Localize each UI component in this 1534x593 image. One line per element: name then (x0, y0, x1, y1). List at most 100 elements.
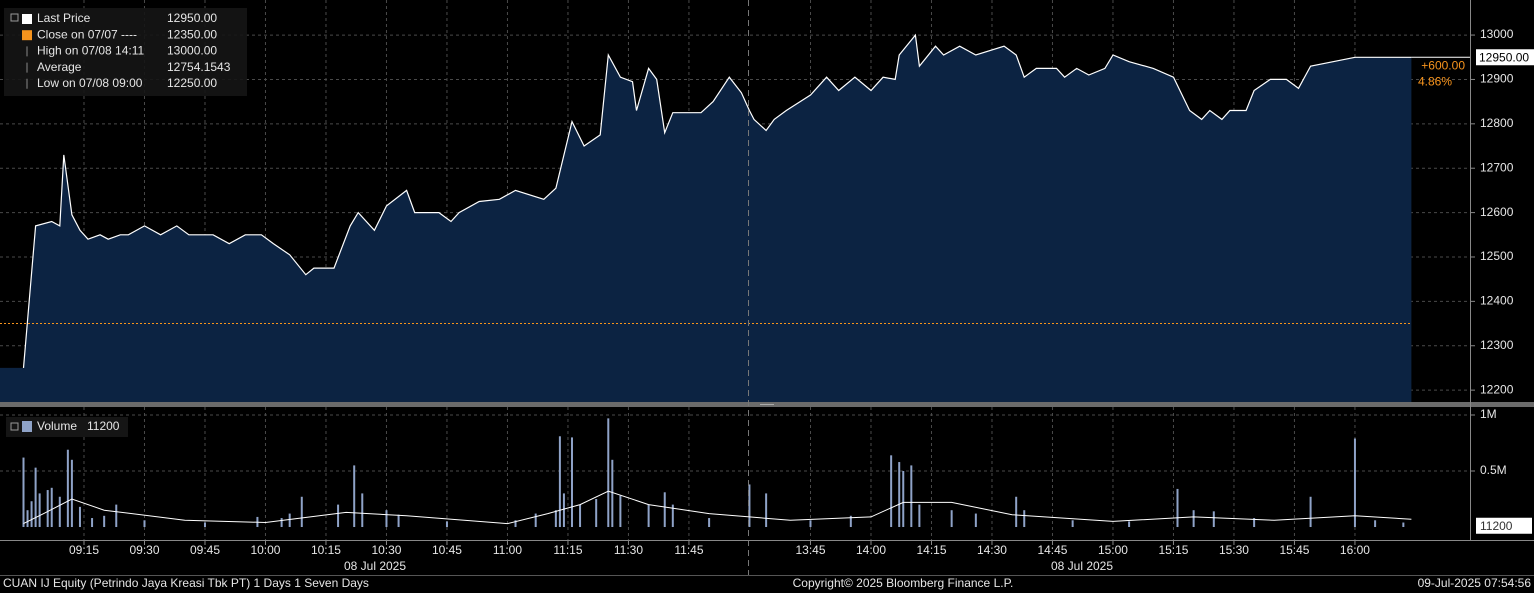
x-tick-label: 09:15 (69, 543, 99, 557)
volume-bar (1402, 522, 1405, 528)
volume-bar (70, 459, 73, 528)
legend-swatch (22, 14, 32, 24)
volume-bar (974, 513, 977, 528)
volume-bar (203, 522, 206, 528)
y-tick-label: 13000 (1480, 27, 1514, 41)
legend-value: 13000.00 (167, 44, 217, 58)
legend-label: High on 07/08 14:11 (37, 44, 145, 58)
x-tick-label: 11:45 (674, 543, 703, 557)
volume-bar (554, 510, 557, 528)
volume-bar (22, 457, 25, 528)
y-tick-label: 12600 (1480, 205, 1514, 219)
volume-bar (1374, 520, 1377, 528)
volume-bar (1192, 510, 1195, 528)
legend-value: 12350.00 (167, 27, 217, 41)
volume-bar (898, 462, 901, 528)
footer-security: CUAN IJ Equity (Petrindo Jaya Kreasi Tbk… (3, 576, 369, 590)
volume-bar (663, 492, 666, 528)
legend-swatch (22, 30, 32, 41)
y-tick-label: 12300 (1480, 338, 1514, 352)
volume-bar (38, 493, 41, 528)
y-tick-label: 0.5M (1480, 463, 1507, 477)
x-tick-label: 09:30 (129, 543, 159, 557)
volume-bar (579, 504, 582, 528)
legend-label: Average (37, 60, 82, 74)
x-tick-label: 14:30 (977, 543, 1007, 557)
volume-average-line (23, 490, 1412, 525)
volume-bar (570, 437, 573, 528)
volume-bar (1176, 488, 1179, 528)
y-tick-label: 12800 (1480, 116, 1514, 130)
volume-bar (748, 484, 751, 528)
volume-bar (143, 520, 146, 528)
volume-bar (385, 510, 388, 528)
volume-bar (849, 515, 852, 528)
x-tick-label: 11:00 (493, 543, 522, 557)
x-tick-label: 10:30 (371, 543, 401, 557)
volume-bar (115, 504, 118, 528)
last-price-tag (1476, 49, 1534, 66)
plot-layer: 12950.00 +600.00 4.86% 11200 (0, 33, 1534, 534)
x-tick-label: 10:00 (250, 543, 280, 557)
volume-bar (397, 514, 400, 528)
volume-legend-box (6, 417, 128, 437)
y-tick-label: 1M (1480, 407, 1497, 421)
x-tick-label: 10:15 (311, 543, 341, 557)
volume-bar (902, 471, 905, 528)
volume-bar (26, 510, 29, 528)
x-tick-label: 11:30 (614, 543, 643, 557)
legend-collapse (10, 13, 19, 22)
footer-timestamp: 09-Jul-2025 07:54:56 (1418, 576, 1532, 590)
volume-bar (280, 518, 283, 528)
x-tick-label: 09:45 (190, 543, 220, 557)
y-tick-label: 12200 (1480, 382, 1514, 396)
volume-bar (809, 520, 812, 528)
volume-bar (1015, 496, 1018, 528)
volume-bar (708, 518, 711, 528)
volume-bar (534, 513, 537, 528)
volume-bar (890, 455, 893, 528)
volume-bar (103, 515, 106, 528)
x-tick-label: 14:00 (856, 543, 886, 557)
volume-bar (595, 499, 598, 528)
date-label: 08 Jul 2025 (344, 559, 406, 573)
volume-bar (611, 459, 614, 528)
last-price-tag-label: 12950.00 (1479, 50, 1529, 64)
legend-label: Last Price (37, 11, 91, 25)
volume-bar (647, 504, 650, 528)
legend-label: Volume (37, 419, 77, 433)
volume-bar (918, 504, 921, 528)
y-tick-label: 12400 (1480, 294, 1514, 308)
volume-bar (445, 521, 448, 528)
volume-bar (30, 501, 33, 528)
x-tick-label: 11:15 (553, 543, 582, 557)
volume-bar (288, 513, 291, 528)
volume-bar (50, 487, 53, 528)
volume-bar (91, 518, 94, 528)
y-tick-label: 12700 (1480, 160, 1514, 174)
volume-bar (1128, 521, 1131, 528)
volume-bar (78, 506, 81, 528)
legend-value: 12250.00 (167, 76, 217, 90)
volume-bar (337, 504, 340, 528)
x-tick-label: 15:30 (1219, 543, 1249, 557)
legend-label: Low on 07/08 09:00 (37, 76, 143, 90)
volume-bar (1309, 496, 1312, 528)
price-area (0, 35, 1412, 403)
footer-copyright: Copyright© 2025 Bloomberg Finance L.P. (793, 576, 1014, 590)
y-tick-label: 12900 (1480, 72, 1514, 86)
volume-bar (58, 496, 61, 528)
x-tick-label: 16:00 (1340, 543, 1370, 557)
legend-value: 12754.1543 (167, 60, 231, 74)
volume-tag (1476, 517, 1532, 534)
legend-value: 11200 (87, 419, 120, 433)
volume-bar (1253, 518, 1256, 528)
change-pct-label: 4.86% (1418, 74, 1452, 88)
volume-bar (910, 465, 913, 528)
x-tick-label: 15:00 (1098, 543, 1128, 557)
volume-bar (607, 418, 610, 528)
volume-bar (300, 496, 303, 528)
volume-bar (1023, 510, 1026, 528)
legend-box (4, 8, 247, 96)
